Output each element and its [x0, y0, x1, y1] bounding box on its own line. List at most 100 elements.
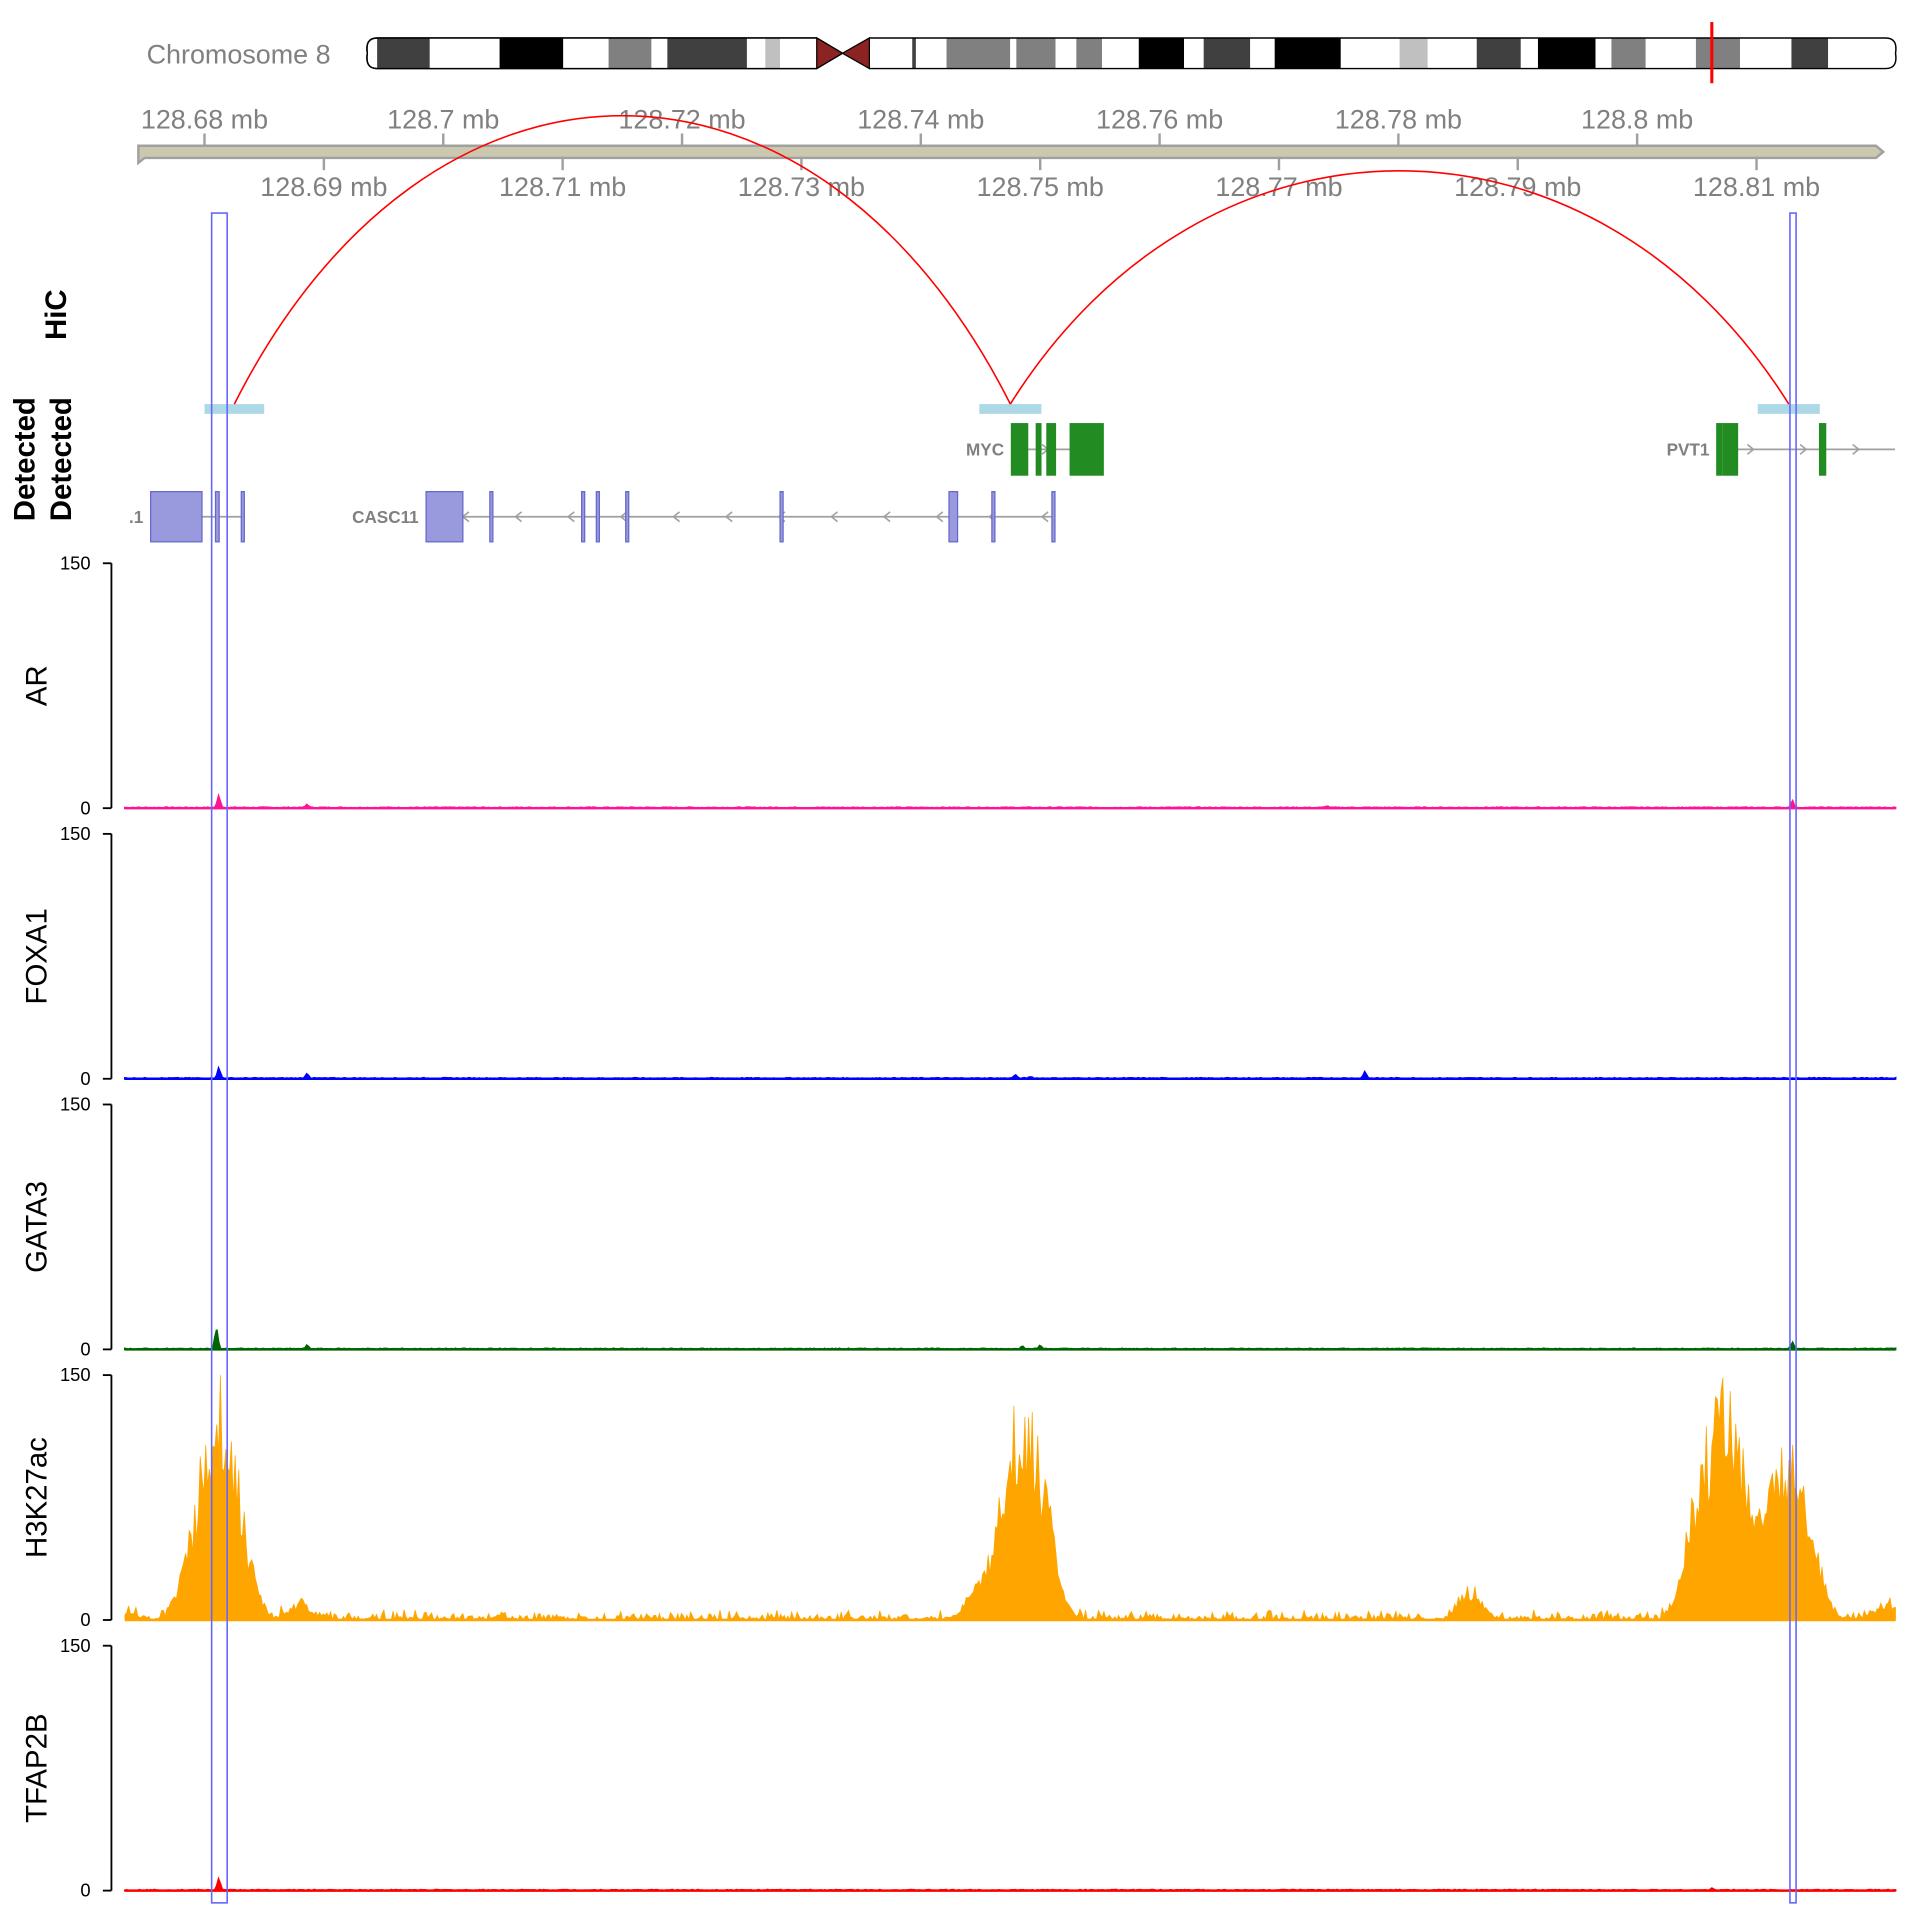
chromosome-band: [1102, 37, 1139, 69]
chromosome-band: [1645, 37, 1696, 69]
strand-arrow-icon: [882, 511, 891, 523]
chromosome-band: [1427, 37, 1477, 69]
y-tick-label: 0: [80, 797, 90, 818]
y-tick-label: 150: [60, 1635, 91, 1656]
signal-area-TFAP2B: [123, 1876, 1897, 1892]
strand-arrow-icon: [724, 511, 733, 523]
strand-arrow-icon: [1799, 443, 1808, 455]
chromosome-band: [499, 37, 564, 69]
chromosome-band: [1537, 37, 1596, 69]
axis-tick-label: 128.7 mb: [387, 105, 499, 135]
chromosome-band: [1016, 37, 1056, 69]
strand-arrow-icon: [514, 511, 523, 523]
chromosome-band: [1695, 37, 1740, 69]
track-AR: AR 150 0: [21, 552, 1897, 818]
axis-tick-label: 128.72 mb: [618, 105, 745, 135]
gene-exon: [1069, 423, 1104, 476]
chromosome-band: [608, 37, 652, 69]
hic-track-label: HiC: [40, 289, 73, 340]
chromosome-band: [1828, 37, 1886, 69]
y-tick-label: 150: [60, 1364, 91, 1385]
hic-loop-arc: [233, 114, 1012, 405]
gene-PVT1: PVT1: [1667, 423, 1896, 476]
gene-exon: [1051, 491, 1056, 543]
strand-arrow-icon: [619, 511, 628, 523]
centromere: [816, 36, 844, 70]
gene-exon: [948, 491, 959, 543]
gene-1: .1: [129, 491, 245, 543]
axis-tick-label: 128.74 mb: [857, 105, 984, 135]
detected-track-label-2: Detected: [45, 397, 78, 521]
strand-arrow-icon: [1040, 511, 1049, 523]
gene-exon: [1722, 423, 1739, 476]
gene-exon: [991, 491, 996, 543]
track-FOXA1: FOXA1 150 0: [21, 823, 1897, 1089]
chromosome-band: [746, 37, 766, 69]
y-tick-label: 0: [80, 1880, 90, 1901]
gene-exon: [625, 491, 630, 543]
y-tick-label: 150: [60, 823, 91, 844]
strand-arrow-icon: [672, 511, 681, 523]
gene-CASC11: CASC11: [352, 491, 1056, 543]
highlight-regions: [210, 212, 1797, 1904]
chromosome-band: [915, 37, 947, 69]
chromosome-band: [1055, 37, 1077, 69]
chromosome-band: [1076, 37, 1103, 69]
chromosome-band: [1791, 37, 1829, 69]
signal-area-FOXA1: [123, 1065, 1897, 1080]
gene-exon: [150, 491, 203, 543]
chromosome-band: [912, 37, 916, 69]
axis-tick-label: 128.71 mb: [499, 172, 626, 202]
gene-exon: [214, 491, 220, 543]
gene-label: MYC: [966, 440, 1004, 460]
chromosome-band: [1010, 37, 1017, 69]
signal-area-H3K27ac: [124, 1375, 1896, 1622]
gene-track: MYC PVT1 CASC11 .1: [129, 423, 1896, 543]
y-tick-label: 0: [80, 1609, 90, 1630]
y-tick-label: 150: [60, 1094, 91, 1115]
gene-exon: [240, 491, 245, 543]
chromosome-band: [563, 37, 609, 69]
strand-arrow-icon: [1852, 443, 1861, 455]
track-label: FOXA1: [21, 908, 54, 1004]
chromosome-p-arm-outline: [366, 37, 817, 70]
chromosome-band: [1520, 37, 1538, 69]
strand-arrow-icon: [1746, 443, 1755, 455]
track-H3K27ac: H3K27ac 150 0: [21, 1364, 1896, 1630]
chromosome-band: [1476, 37, 1521, 69]
chromosome-band: [1274, 37, 1341, 69]
axis-tick-label: 128.77 mb: [1215, 172, 1342, 202]
chromosome-band: [651, 37, 668, 69]
gene-label: CASC11: [352, 507, 419, 527]
chromosome-label: Chromosome 8: [147, 40, 331, 70]
signal-area-AR: [123, 793, 1897, 810]
strand-arrow-icon: [566, 511, 575, 523]
track-label: GATA3: [21, 1181, 54, 1273]
chromosome-band: [780, 37, 817, 69]
centromere: [841, 36, 870, 70]
chromosome-band: [1184, 37, 1204, 69]
track-GATA3: GATA3 150 0: [21, 1094, 1897, 1360]
hic-track: [204, 114, 1820, 414]
track-label: AR: [21, 665, 54, 706]
hic-anchor: [204, 404, 265, 414]
axis-tick-label: 128.81 mb: [1693, 172, 1820, 202]
gene-exon: [1010, 423, 1029, 476]
genome-axis: 128.68 mb 128.7 mb 128.72 mb 128.74 mb 128.7…: [137, 105, 1886, 202]
gene-MYC: MYC: [966, 423, 1104, 476]
track-label: TFAP2B: [21, 1713, 54, 1822]
chromosome-ideogram: [366, 22, 1897, 84]
chromosome-band: [1203, 37, 1251, 69]
axis-tick-label: 128.69 mb: [260, 172, 387, 202]
track-label: H3K27ac: [21, 1437, 54, 1558]
axis-tick-label: 128.73 mb: [738, 172, 865, 202]
gene-exon: [595, 491, 600, 543]
axis-tick-label: 128.76 mb: [1096, 105, 1223, 135]
hic-anchor: [1757, 404, 1820, 414]
axis-bar: [137, 144, 1886, 166]
axis-tick-label: 128.75 mb: [977, 172, 1104, 202]
axis-tick-label: 128.79 mb: [1454, 172, 1581, 202]
gene-exon: [1035, 423, 1042, 476]
